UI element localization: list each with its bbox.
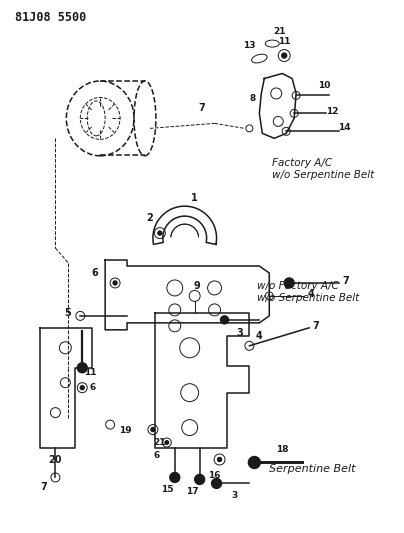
Text: 18: 18 (276, 445, 288, 454)
Text: 1: 1 (191, 193, 198, 203)
Circle shape (248, 456, 260, 469)
Text: 15: 15 (160, 485, 173, 494)
Text: 3: 3 (231, 491, 238, 500)
Text: 20: 20 (48, 456, 62, 465)
Text: 7: 7 (198, 103, 205, 114)
Text: 81J08 5500: 81J08 5500 (15, 11, 86, 23)
Text: 17: 17 (186, 487, 199, 496)
Text: 21: 21 (273, 27, 286, 36)
Text: 8: 8 (249, 94, 255, 103)
Text: 13: 13 (243, 41, 256, 50)
Text: 7: 7 (313, 321, 320, 331)
Circle shape (282, 53, 287, 58)
Text: 6: 6 (92, 268, 99, 278)
Circle shape (113, 281, 117, 285)
Text: 11: 11 (278, 37, 290, 46)
Circle shape (77, 363, 87, 373)
Text: 5: 5 (64, 308, 71, 318)
Text: 7: 7 (40, 482, 47, 492)
Text: 19: 19 (119, 426, 131, 435)
Text: 4: 4 (256, 331, 263, 341)
Text: 7: 7 (343, 276, 349, 286)
Text: 11: 11 (84, 368, 97, 377)
Text: 9: 9 (193, 281, 200, 291)
Circle shape (217, 457, 221, 462)
Circle shape (158, 231, 162, 235)
Text: 12: 12 (326, 107, 338, 116)
Text: w/o Factory A/C
w/o Serpentine Belt: w/o Factory A/C w/o Serpentine Belt (257, 281, 360, 303)
Text: 6: 6 (89, 383, 95, 392)
Circle shape (170, 472, 180, 482)
Text: 6: 6 (154, 451, 160, 460)
Text: Factory A/C
w/o Serpentine Belt: Factory A/C w/o Serpentine Belt (272, 158, 375, 180)
Circle shape (195, 474, 204, 484)
Circle shape (165, 441, 168, 445)
Circle shape (284, 278, 294, 288)
Text: 21: 21 (154, 438, 166, 447)
Text: Serpentine Belt: Serpentine Belt (269, 464, 356, 474)
Circle shape (80, 386, 84, 390)
Circle shape (212, 479, 221, 488)
Text: 16: 16 (208, 471, 221, 480)
Text: 2: 2 (147, 213, 153, 223)
Text: 3: 3 (236, 328, 243, 338)
Text: 10: 10 (318, 81, 330, 90)
Text: 4: 4 (308, 289, 314, 299)
Circle shape (221, 316, 229, 324)
Circle shape (151, 427, 155, 432)
Text: 14: 14 (338, 123, 350, 132)
